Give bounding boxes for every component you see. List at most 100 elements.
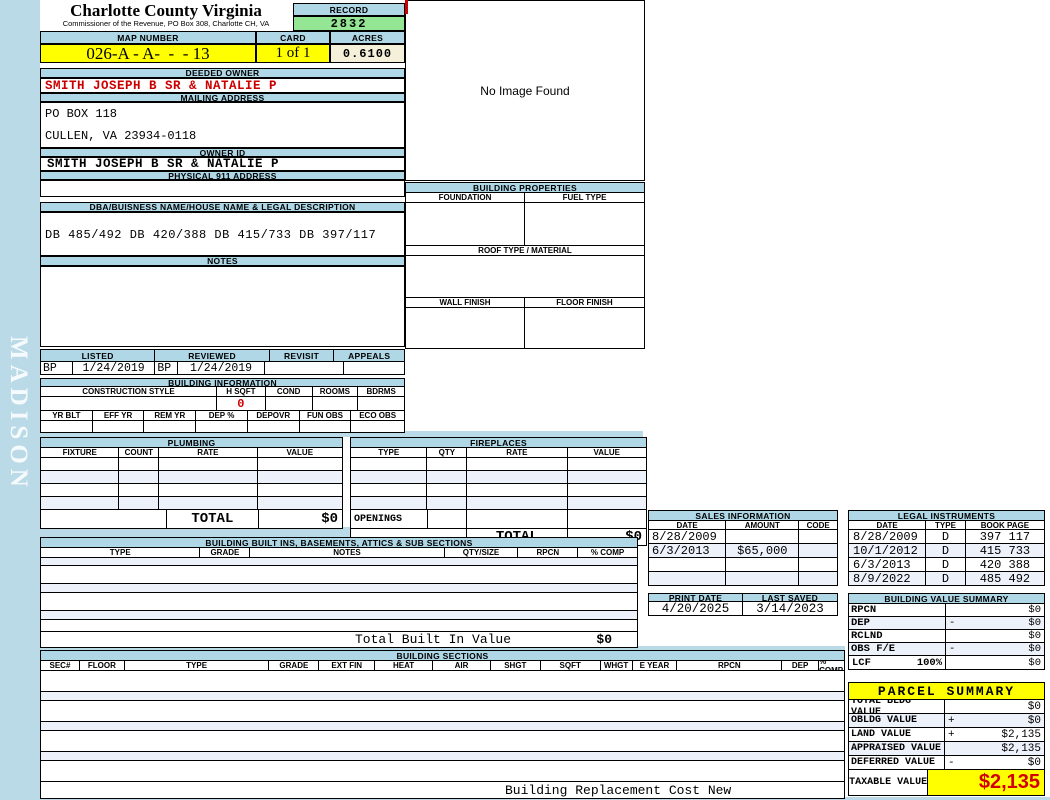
empty-cell[interactable] — [258, 497, 342, 509]
empty-cell[interactable] — [41, 497, 120, 509]
remyr-value[interactable] — [144, 421, 197, 432]
summary-row: OBS F/E - $0 — [848, 643, 1045, 656]
wall-finish-label: WALL FINISH — [406, 298, 525, 307]
card-value[interactable]: 1 of 1 — [256, 44, 330, 63]
empty-row[interactable] — [40, 701, 845, 722]
roof-type-field[interactable] — [406, 256, 644, 297]
sales-row[interactable] — [648, 572, 838, 586]
empty-cell[interactable] — [568, 458, 646, 470]
appeals-value[interactable] — [344, 362, 404, 374]
listed-date[interactable]: 1/24/2019 — [73, 362, 156, 374]
empty-cell[interactable] — [119, 471, 160, 483]
empty-cell[interactable] — [427, 471, 468, 483]
legal-row[interactable]: 10/1/2012 D 415 733 — [848, 544, 1045, 558]
dep-pct-value[interactable] — [196, 421, 248, 432]
empty-row[interactable] — [40, 620, 638, 632]
empty-cell[interactable] — [351, 471, 428, 483]
empty-row[interactable] — [40, 671, 845, 692]
plumbing-total-label: TOTAL — [167, 510, 259, 528]
empty-cell[interactable] — [351, 458, 428, 470]
empty-cell[interactable] — [41, 484, 120, 496]
owner-id-value[interactable]: SMITH JOSEPH B SR & NATALIE P — [40, 157, 405, 171]
empty-row[interactable] — [40, 731, 845, 752]
sales-row[interactable]: 6/3/2013 $65,000 — [648, 544, 838, 558]
construction-style-value[interactable] — [41, 397, 218, 410]
empty-cell[interactable] — [119, 458, 160, 470]
physical-address-field[interactable] — [40, 180, 405, 197]
bdrms-value[interactable] — [358, 397, 404, 410]
fuel-type-field[interactable] — [525, 203, 644, 245]
operator: + — [948, 728, 955, 741]
depovr-value[interactable] — [248, 421, 300, 432]
sales-row[interactable] — [648, 558, 838, 572]
empty-cell[interactable] — [119, 484, 160, 496]
empty-cell[interactable] — [41, 471, 120, 483]
deeded-owner-value[interactable]: SMITH JOSEPH B SR & NATALIE P — [40, 78, 405, 93]
foundation-field[interactable] — [406, 203, 525, 245]
empty-cell[interactable] — [568, 484, 646, 496]
funobs-value[interactable] — [300, 421, 352, 432]
openings-qty[interactable] — [428, 510, 468, 528]
legal-row[interactable]: 6/3/2013 D 420 388 — [848, 558, 1045, 572]
wall-finish-field[interactable] — [406, 308, 525, 348]
empty-cell[interactable] — [427, 497, 468, 509]
acres-value[interactable]: 0.6100 — [330, 44, 405, 63]
reviewed-by[interactable]: BP — [155, 362, 179, 374]
sales-row[interactable]: 8/28/2009 — [648, 530, 838, 544]
map-number-value[interactable]: 026-A - A- - - 13 — [40, 44, 256, 63]
empty-cell[interactable] — [568, 497, 646, 509]
empty-row[interactable] — [40, 611, 638, 620]
openings-rate[interactable] — [467, 510, 568, 528]
county-title: Charlotte County Virginia — [70, 1, 262, 20]
empty-cell[interactable] — [159, 458, 258, 470]
notes-label: NOTES — [40, 256, 405, 266]
empty-cell[interactable] — [351, 497, 428, 509]
effyr-value[interactable] — [93, 421, 145, 432]
empty-row[interactable] — [40, 692, 845, 701]
empty-row[interactable] — [40, 752, 845, 761]
empty-cell[interactable] — [258, 471, 342, 483]
empty-cell[interactable] — [159, 497, 258, 509]
empty-cell[interactable] — [568, 471, 646, 483]
empty-cell[interactable] — [467, 471, 568, 483]
empty-cell[interactable] — [119, 497, 160, 509]
col-book-page: BOOK PAGE — [965, 521, 1044, 529]
empty-row[interactable] — [40, 722, 845, 731]
yrblt-value[interactable] — [41, 421, 93, 432]
listed-by[interactable]: BP — [41, 362, 73, 374]
empty-cell[interactable] — [427, 458, 468, 470]
rooms-value[interactable] — [313, 397, 359, 410]
reviewed-date[interactable]: 1/24/2019 — [178, 362, 265, 374]
legal-row[interactable]: 8/28/2009 D 397 117 — [848, 530, 1045, 544]
openings-value[interactable] — [568, 510, 646, 528]
parcel-label: APPRAISED VALUE — [849, 742, 945, 755]
empty-cell[interactable] — [467, 458, 568, 470]
empty-row[interactable] — [40, 558, 638, 566]
record-value[interactable]: 2832 — [293, 16, 405, 31]
dba-field[interactable]: DB 485/492 DB 420/388 DB 415/733 DB 397/… — [40, 212, 405, 256]
empty-cell[interactable] — [258, 458, 342, 470]
empty-row[interactable] — [40, 593, 638, 611]
empty-cell[interactable] — [258, 484, 342, 496]
floor-finish-field[interactable] — [525, 308, 644, 348]
building-value-summary: BUILDING VALUE SUMMARY RPCN $0 DEP - $0 R… — [848, 593, 1045, 670]
empty-cell[interactable] — [351, 484, 428, 496]
empty-row[interactable] — [40, 761, 845, 782]
legal-row[interactable]: 8/9/2022 D 485 492 — [848, 572, 1045, 586]
empty-row[interactable] — [40, 584, 638, 593]
hsqft-value[interactable]: 0 — [217, 397, 266, 410]
empty-cell[interactable] — [467, 484, 568, 496]
mailing-address-field[interactable]: PO BOX 118 CULLEN, VA 23934-0118 — [40, 102, 405, 148]
empty-cell[interactable] — [41, 458, 120, 470]
cond-value[interactable] — [266, 397, 313, 410]
empty-cell[interactable] — [159, 484, 258, 496]
empty-cell[interactable] — [427, 484, 468, 496]
empty-cell[interactable] — [159, 471, 258, 483]
acres-label: ACRES — [330, 31, 405, 44]
ecoobs-value[interactable] — [351, 421, 404, 432]
empty-cell[interactable] — [467, 497, 568, 509]
revisit-value[interactable] — [265, 362, 345, 374]
plumbing-total-value: $0 — [321, 511, 339, 527]
notes-field[interactable] — [40, 266, 405, 347]
empty-row[interactable] — [40, 566, 638, 584]
